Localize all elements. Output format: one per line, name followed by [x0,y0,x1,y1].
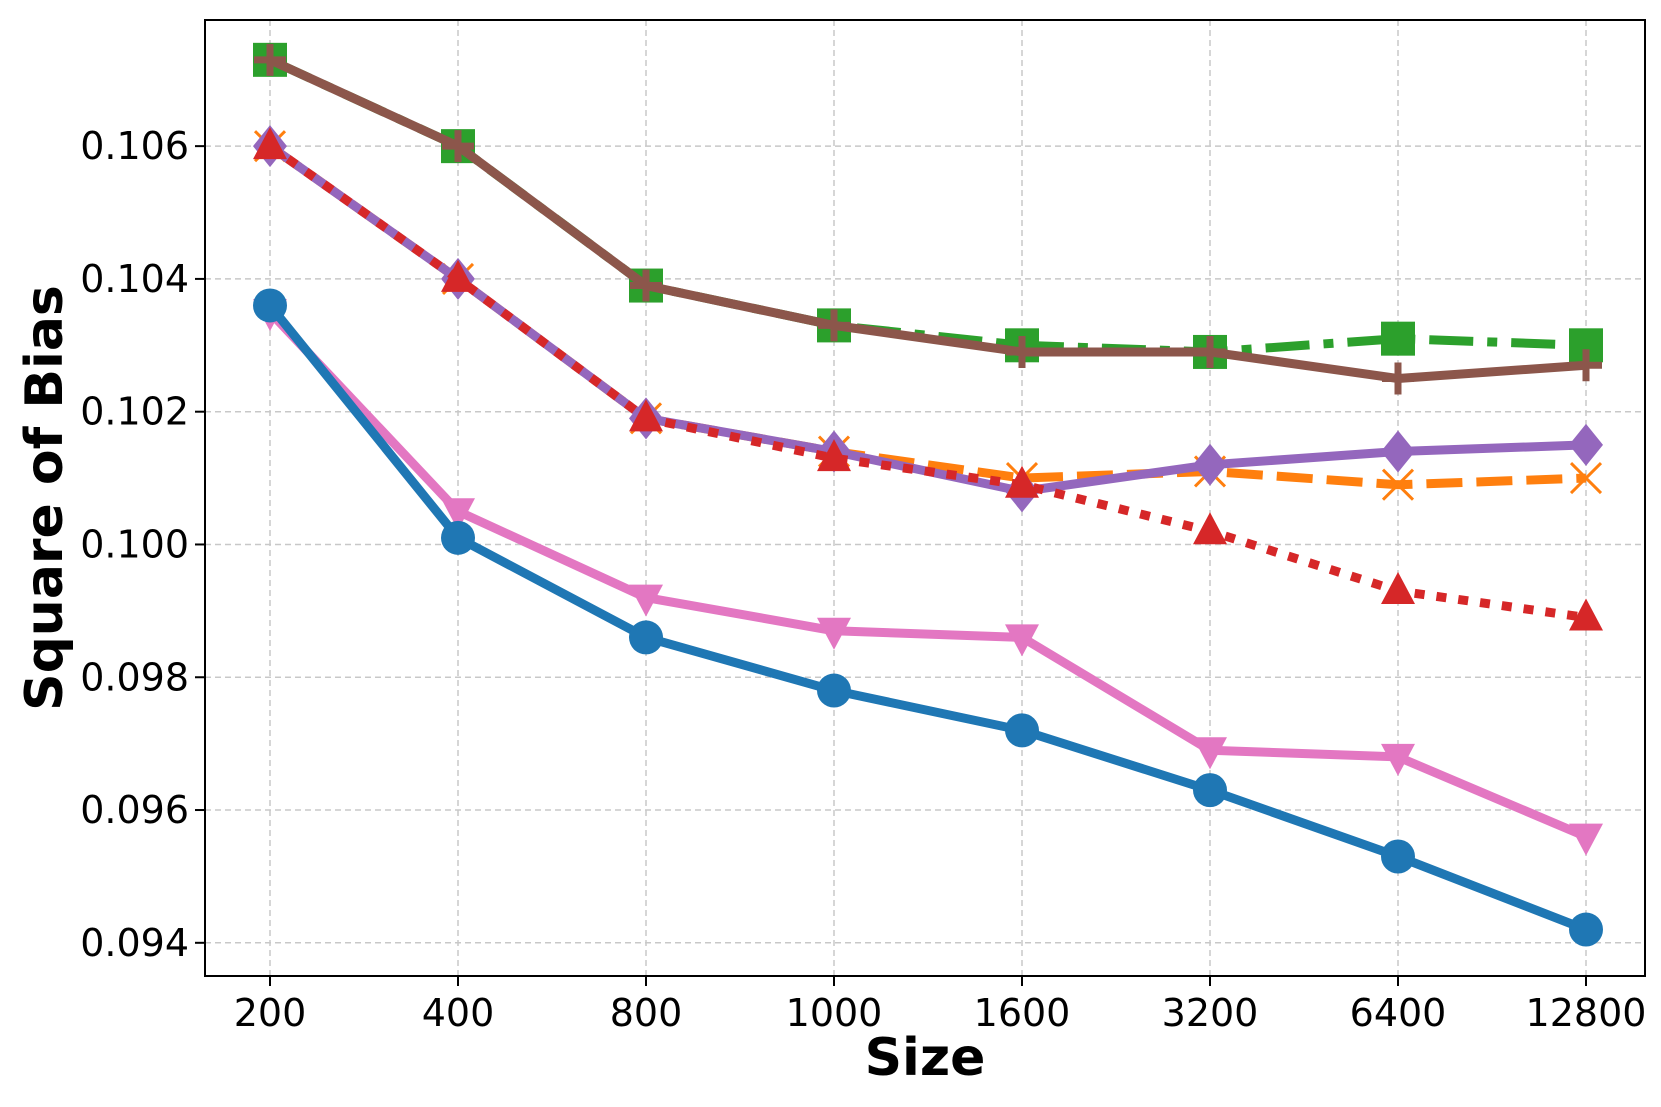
marker-triangle-up [1005,465,1039,498]
x-tick-label: 1000 [786,991,883,1035]
marker-plus [1194,335,1226,368]
series-line [268,55,1587,383]
marker-circle [253,288,287,323]
marker-plus [1570,349,1602,382]
marker-circle [1569,912,1603,947]
marker-circle [1381,839,1415,874]
series-0 [253,42,1603,369]
marker-triangle-up [253,127,287,160]
marker-plus [442,130,474,163]
x-tick-label: 1600 [974,991,1071,1035]
marker-triangle-up [817,439,851,472]
y-axis-title: Square of Bias [15,285,75,711]
marker-circle [441,520,475,555]
series-4 [253,127,1603,631]
marker-circle [629,620,663,655]
marker-circle [1005,713,1039,748]
marker-triangle-down [629,584,663,617]
marker-triangle-up [1193,512,1227,545]
marker-circle [1193,773,1227,808]
marker-plus [1382,362,1414,395]
marker-plus [1006,335,1038,368]
marker-circle [817,673,851,708]
marker-triangle-up [441,259,475,292]
y-tick-label: 0.100 [80,522,189,566]
marker-triangle-down [1193,737,1227,770]
marker-x [1381,468,1415,501]
marker-triangle-up [1381,571,1415,604]
marker-triangle-up [1569,598,1603,631]
marker-triangle-down [1005,624,1039,657]
plot-frame [204,19,1646,977]
series-line [267,142,1587,496]
marker-x [1569,462,1603,495]
marker-plus [630,269,662,302]
x-tick-label: 6400 [1350,991,1447,1035]
series-line [266,302,1588,934]
y-tick-label: 0.096 [80,788,189,832]
marker-plus [254,43,286,76]
x-tick-label: 12800 [1526,991,1647,1035]
series-1 [254,43,1602,395]
marker-triangle-down [1569,823,1603,856]
series-line [267,142,1587,490]
series-layer [253,42,1603,947]
y-tick-label: 0.102 [80,390,189,434]
x-tick-label: 800 [610,991,683,1035]
series-5 [253,299,1603,856]
series-6 [253,288,1603,947]
series-3 [253,125,1603,513]
marker-diamond [1193,443,1227,486]
marker-diamond [1569,423,1603,466]
marker-triangle-down [817,617,851,650]
series-line [266,309,1588,841]
x-tick-label: 3200 [1162,991,1259,1035]
y-tick-label: 0.104 [80,257,189,301]
series-line [268,55,1587,357]
ticks: 200 400 800 1000 1600 3200 6400 12800 0.094 0.096… [80,124,1646,1035]
x-tick-label: 200 [234,991,307,1035]
y-tick-label: 0.106 [80,124,189,168]
y-tick-label: 0.094 [80,921,189,965]
y-tick-label: 0.098 [80,655,189,699]
x-tick-label: 400 [422,991,495,1035]
marker-diamond [1381,430,1415,473]
marker-triangle-down [1381,743,1415,776]
series-line [267,142,1587,622]
marker-square [1381,321,1415,356]
marker-plus [818,309,850,342]
marker-triangle-up [629,399,663,432]
x-axis-title: Size [865,1028,986,1088]
marker-triangle-down [441,498,475,531]
